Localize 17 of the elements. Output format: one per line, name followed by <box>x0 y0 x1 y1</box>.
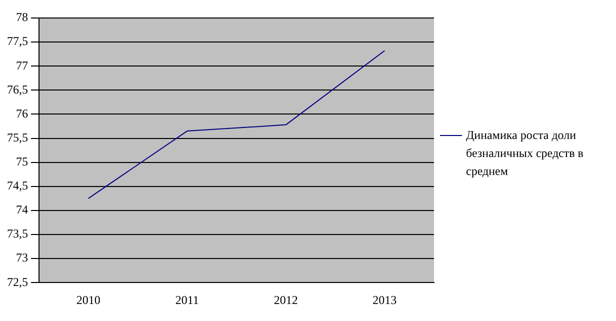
y-tick-label: 76,5 <box>7 82 28 96</box>
y-tick-label: 74 <box>16 202 28 217</box>
legend-label: Динамика роста доли безналичных средств в среднем <box>466 127 584 180</box>
y-tick-label: 73,5 <box>7 226 28 241</box>
y-tick-label: 73 <box>16 250 28 265</box>
y-tick-label: 76 <box>16 106 28 120</box>
y-tick-label: 74,5 <box>7 178 28 193</box>
y-tick-label: 72,5 <box>7 274 28 289</box>
y-tick-label: 78 <box>16 10 28 24</box>
y-tick-label: 75,5 <box>7 130 28 144</box>
x-tick-label: 2013 <box>372 292 397 307</box>
y-tick-label: 77,5 <box>7 34 28 48</box>
x-tick-label: 2011 <box>175 292 199 307</box>
y-tick-label: 75 <box>16 154 28 168</box>
y-tick-label: 77 <box>16 58 28 72</box>
x-tick-label: 2010 <box>76 292 100 307</box>
x-tick-label: 2012 <box>274 292 298 307</box>
